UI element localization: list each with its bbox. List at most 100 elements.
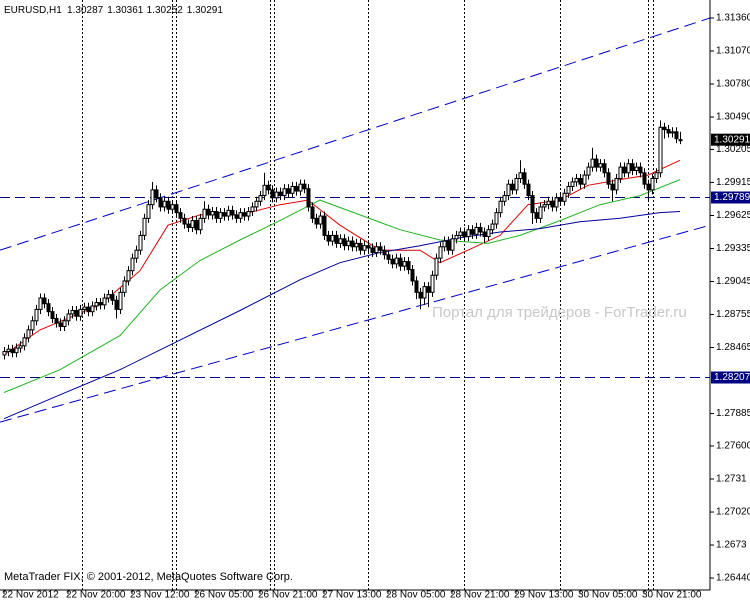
candle-body — [130, 257, 135, 272]
candle-body — [258, 195, 263, 202]
y-tick-label: 1.30205 — [716, 144, 750, 155]
candle-body — [242, 212, 247, 217]
candle-body — [94, 302, 99, 307]
candle-body — [662, 126, 667, 131]
candle-body — [26, 329, 31, 339]
candle-body — [378, 246, 383, 251]
candle-body — [666, 129, 671, 134]
candle-body — [570, 181, 575, 187]
candle-body — [514, 177, 519, 191]
candle-body — [382, 249, 387, 256]
candle-body — [650, 177, 655, 191]
candle-body — [530, 195, 535, 214]
candle-body — [386, 254, 391, 260]
x-tick-label: 22 Nov 2012 — [2, 590, 59, 600]
y-tick-label: 1.28465 — [716, 342, 750, 353]
candle-body — [590, 158, 595, 168]
candle-body — [486, 229, 491, 238]
current-price-box — [711, 133, 750, 146]
candle-body — [266, 184, 271, 191]
moving-average — [3, 179, 681, 393]
candle-body — [422, 286, 427, 299]
candle-body — [458, 231, 463, 236]
candle-body — [170, 204, 175, 210]
candle-body — [430, 274, 435, 293]
candle-body — [394, 257, 399, 265]
candle-body — [246, 211, 251, 217]
moving-average — [3, 211, 681, 420]
candle-body — [50, 311, 55, 320]
candle-body — [618, 166, 623, 179]
y-tick-label: 1.26440 — [716, 573, 750, 584]
y-tick-label: 1.30780 — [716, 79, 750, 90]
candle-body — [106, 294, 111, 299]
candle-body — [250, 206, 255, 213]
candle-body — [614, 177, 619, 191]
candle-body — [462, 231, 467, 238]
header-low: 1.30252 — [147, 5, 184, 16]
current-price-label: 1.30291 — [714, 134, 750, 145]
candle-body — [506, 183, 511, 197]
candle-body — [350, 240, 355, 248]
y-tick-label: 1.30490 — [716, 112, 750, 123]
candle-body — [610, 183, 615, 191]
candle-body — [6, 348, 11, 353]
candle-body — [226, 209, 231, 217]
candle-body — [82, 306, 87, 310]
x-tick-label: 30 Nov 21:00 — [642, 590, 702, 600]
candle-body — [474, 226, 479, 235]
candle-body — [538, 206, 543, 219]
candle-body — [178, 212, 183, 219]
candle-body — [282, 188, 287, 197]
candle-body — [62, 320, 67, 327]
candle-body — [414, 280, 419, 293]
y-tick-label: 1.29625 — [716, 210, 750, 221]
candle-body — [306, 188, 311, 208]
candle-body — [582, 174, 587, 185]
x-tick-label: 28 Nov 05:00 — [386, 590, 446, 600]
y-tick-label: 1.27020 — [716, 507, 750, 518]
candle-body — [510, 183, 515, 191]
candle-body — [482, 231, 487, 238]
candle-body — [518, 172, 523, 179]
x-tick-label: 27 Nov 13:00 — [322, 590, 382, 600]
candle-body — [190, 220, 195, 228]
channel-line — [0, 17, 711, 251]
x-tick-label: 30 Nov 05:00 — [578, 590, 638, 600]
candle-body — [322, 215, 327, 236]
header-high: 1.30361 — [107, 5, 144, 16]
candle-body — [218, 212, 223, 219]
candle-body — [342, 238, 347, 247]
candle-body — [38, 297, 43, 310]
candle-body — [70, 310, 75, 315]
candle-body — [554, 197, 559, 208]
candle-body — [670, 131, 675, 134]
candle-body — [206, 208, 211, 216]
plot-layer — [0, 0, 711, 590]
x-tick-label: 29 Nov 13:00 — [514, 590, 574, 600]
candle-body — [478, 226, 483, 233]
candle-body — [446, 240, 451, 251]
candle-body — [346, 240, 351, 247]
candle-body — [534, 212, 539, 219]
candle-body — [362, 245, 367, 251]
candle-body — [66, 313, 71, 322]
candle-body — [310, 206, 315, 219]
candle-body — [234, 214, 239, 219]
candle-body — [254, 200, 259, 208]
candle-body — [418, 291, 423, 299]
candle-body — [466, 229, 471, 238]
price-label-box — [711, 191, 750, 204]
candle-body — [658, 126, 663, 174]
candle-body — [450, 238, 455, 251]
watermark: Портал для трейдеров - ForTrader.ru — [432, 304, 687, 321]
candle-body — [594, 158, 599, 168]
y-tick-label: 1.29335 — [716, 243, 750, 254]
candle-body — [566, 185, 571, 194]
candle-body — [54, 318, 59, 324]
candle-body — [262, 184, 267, 197]
candle-body — [74, 310, 79, 317]
candle-body — [126, 270, 131, 282]
